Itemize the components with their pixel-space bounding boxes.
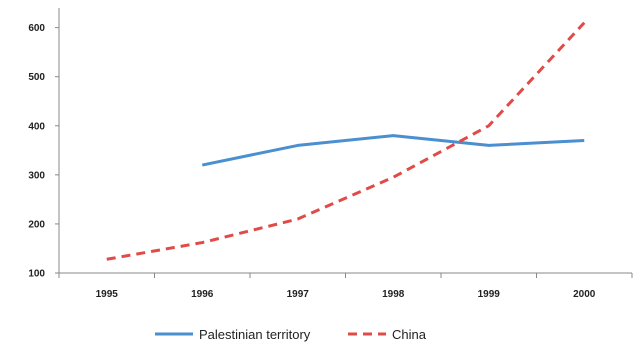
series-layer <box>106 21 586 261</box>
legend: Palestinian territory China <box>155 327 427 342</box>
x-axis-ticks: 1995 1996 1997 1998 1999 2000 <box>58 273 633 300</box>
y-tick-label: 300 <box>28 170 45 181</box>
y-tick-label: 500 <box>28 72 45 83</box>
x-tick-label: 1999 <box>478 289 501 300</box>
legend-label-china: China <box>392 327 427 342</box>
series-line-china <box>106 21 586 261</box>
x-tick-label: 1998 <box>382 289 405 300</box>
x-tick-label: 1996 <box>191 289 214 300</box>
y-tick-label: 200 <box>28 219 45 230</box>
y-tick-label: 400 <box>28 121 45 132</box>
x-tick-label: 1995 <box>96 289 119 300</box>
y-tick-label: 600 <box>28 23 45 34</box>
legend-label-palestinian-territory: Palestinian territory <box>199 327 311 342</box>
y-axis-ticks: 100 200 300 400 500 600 <box>28 23 59 280</box>
series-line-palestinian-territory <box>201 134 585 167</box>
x-tick-label: 2000 <box>573 289 596 300</box>
y-tick-label: 100 <box>28 269 45 280</box>
x-tick-label: 1997 <box>287 289 310 300</box>
